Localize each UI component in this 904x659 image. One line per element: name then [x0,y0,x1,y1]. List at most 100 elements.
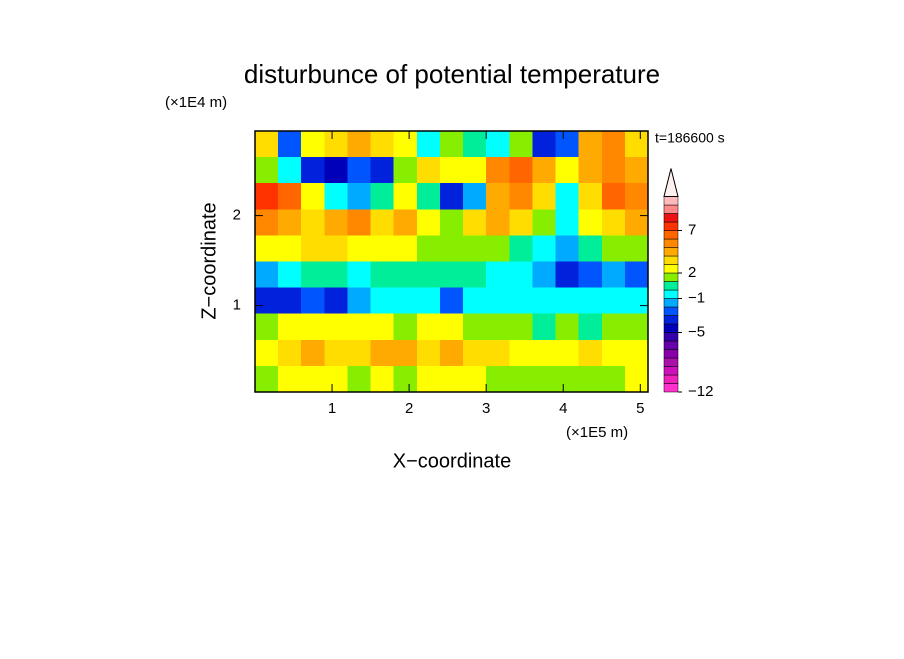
field-cell [370,131,395,158]
field-cell [463,157,487,184]
field-cell [601,131,626,158]
field-cell [347,339,372,367]
x-unit-label: (×1E5 m) [566,424,628,441]
field-cell [486,365,510,392]
field-cell [439,339,464,367]
field-cell [416,313,441,341]
colorbar-band [663,204,679,214]
field-cell [624,183,648,210]
field-cell [347,365,372,392]
field-cell [324,313,348,341]
field-cell [370,287,395,315]
time-label: t=186600 s [655,130,725,146]
field-cell [532,261,557,289]
colorbar-band [663,221,679,231]
field-cell [555,313,580,341]
field-cell [509,261,533,289]
colorbar-band [663,196,679,206]
field-cell [532,157,557,184]
field-cell [439,235,464,262]
field-cell [301,131,325,158]
field-cell [393,209,418,236]
field-cell [347,313,372,341]
field-cell [578,313,603,341]
axes: 1 2 3 4 5 1 2 [233,130,649,417]
field-cell [624,287,648,315]
colorbar-band [663,238,679,248]
y-axis-label: Z−coordinate [198,202,220,319]
field-cell [532,183,557,210]
field-cell [416,261,441,289]
colorbar-band [663,264,679,274]
colorbar-extend [663,168,679,197]
field-cell [393,287,418,315]
field-cell [347,131,372,158]
field-cell [578,183,603,210]
field-cell [439,261,464,289]
colorbar-band [663,298,679,308]
y-unit-label: (×1E4 m) [165,94,227,111]
field-cell [555,183,580,210]
x-tick-label: 1 [328,400,336,417]
field-cell [439,313,464,341]
colorbar-band [663,366,679,376]
field-cell [301,183,325,210]
field-cell [578,157,603,184]
field [255,131,648,392]
field-cell [509,131,533,158]
colorbar-tick-label: −1 [688,289,705,306]
field-cell [624,313,648,341]
field-cell [624,209,648,236]
field-cell [601,313,626,341]
field-cell [324,287,348,315]
field-cell [255,287,279,315]
colorbar-band [663,306,679,316]
field-cell [347,235,372,262]
field-cell [486,287,510,315]
field-cell [347,157,372,184]
field-cell [416,131,441,158]
field-cell [463,183,487,210]
field-cell [439,131,464,158]
field-cell [624,131,648,158]
field-cell [370,261,395,289]
field-cell [532,339,557,367]
field-cell [463,365,487,392]
field-cell [486,313,510,341]
field-cell [532,235,557,262]
field-cell [624,365,648,392]
field-cell [601,235,626,262]
field-cell [278,313,302,341]
field-cell [601,365,626,392]
field-cell [578,261,603,289]
field-cell [324,131,348,158]
y-tick-label: 2 [233,207,241,224]
colorbar-band [663,281,679,291]
field-cell [532,209,557,236]
field-cell [578,131,603,158]
field-cell [416,183,441,210]
field-cell [370,365,395,392]
field-cell [278,287,302,315]
colorbar-tick-label: 2 [688,264,696,281]
field-cell [301,287,325,315]
field-cell [278,183,302,210]
field-cell [439,287,464,315]
field-cell [278,157,302,184]
field-cell [463,131,487,158]
field-cell [301,157,325,184]
field-cell [347,261,372,289]
field-cell [578,287,603,315]
x-tick-label: 3 [482,400,490,417]
field-cell [509,313,533,341]
field-cell [601,261,626,289]
chart-title: disturbunce of potential temperature [244,59,660,89]
x-tick-label: 2 [405,400,413,417]
field-cell [463,287,487,315]
field-cell [439,157,464,184]
field-cell [255,261,279,289]
field-cell [601,339,626,367]
field-cell [393,339,418,367]
field-cell [393,261,418,289]
field-cell [463,235,487,262]
